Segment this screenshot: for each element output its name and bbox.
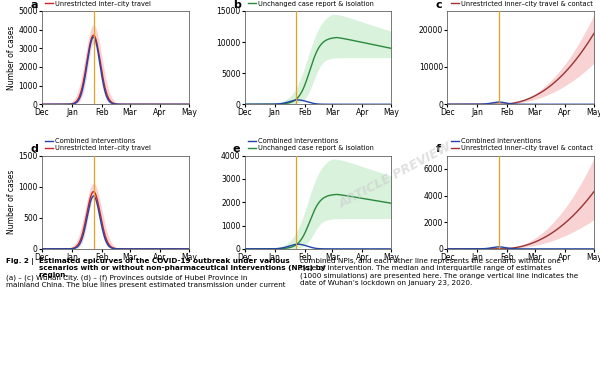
Legend: Combined interventions, Unchanged case report & isolation: Combined interventions, Unchanged case r… [248,138,374,151]
Text: combined NPIs, and each other line represents the scenario without one
type of i: combined NPIs, and each other line repre… [300,258,578,285]
Text: Fig. 2 |: Fig. 2 | [6,258,37,265]
Legend: Combined interventions, Unrestricted inner–city travel & contact: Combined interventions, Unrestricted inn… [451,0,592,7]
Legend: Combined interventions, Unrestricted inter–city travel: Combined interventions, Unrestricted int… [46,0,151,7]
Y-axis label: Number of cases: Number of cases [7,170,16,234]
Y-axis label: Number of cases: Number of cases [7,26,16,90]
Text: c: c [436,0,442,10]
Text: (a) – (c) Wuhan City. (d) – (f) Provinces outside of Hubei Province in
mainland : (a) – (c) Wuhan City. (d) – (f) Province… [6,275,286,288]
Legend: Combined interventions, Unchanged case report & isolation: Combined interventions, Unchanged case r… [248,0,374,7]
Legend: Combined interventions, Unrestricted inner–city travel & contact: Combined interventions, Unrestricted inn… [451,138,592,151]
Text: ARTICLE PREVIEW: ARTICLE PREVIEW [337,141,455,211]
Text: d: d [30,145,38,154]
Text: a: a [30,0,38,10]
Text: Estimated epicurves of the COVID-19 outbreak under various
scenarios with or wit: Estimated epicurves of the COVID-19 outb… [39,258,326,278]
Legend: Combined interventions, Unrestricted inter–city travel: Combined interventions, Unrestricted int… [46,138,151,151]
Text: f: f [436,145,440,154]
Text: e: e [233,145,241,154]
Text: b: b [233,0,241,10]
